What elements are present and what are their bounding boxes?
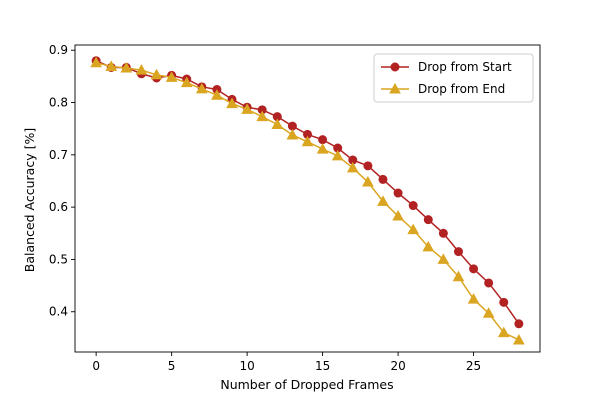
x-tick-label: 20	[390, 359, 405, 373]
data-point	[150, 68, 163, 80]
data-point	[392, 209, 404, 221]
data-point	[316, 143, 329, 154]
y-axis-title: Balanced Accuracy [%]	[22, 128, 37, 272]
data-point	[393, 188, 403, 198]
x-tick-label: 5	[168, 359, 176, 373]
data-point	[452, 270, 465, 282]
data-point	[407, 223, 420, 235]
data-point	[482, 307, 495, 318]
data-point	[513, 333, 525, 345]
axes-layer: 0 5 10 15 20 25 0.4 0.5 0.6 0.7 0.8 0.9	[49, 43, 541, 373]
data-point	[438, 228, 448, 238]
series-layer	[90, 56, 525, 345]
data-point	[453, 247, 463, 257]
series-line	[95, 62, 520, 341]
data-point	[318, 135, 328, 145]
data-point	[256, 110, 269, 122]
data-point	[90, 56, 102, 68]
axes-frame	[74, 44, 541, 353]
y-tick-label: 0.8	[49, 96, 68, 110]
x-tick-label: 0	[92, 359, 100, 373]
y-tick-label: 0.6	[49, 200, 68, 214]
data-point	[346, 161, 359, 173]
y-tick-label: 0.5	[49, 252, 68, 266]
data-point	[135, 64, 148, 75]
data-point	[105, 60, 118, 71]
legend: Drop from Start Drop from End	[373, 53, 534, 103]
data-point	[211, 89, 223, 100]
data-point	[362, 175, 374, 187]
data-point	[180, 76, 193, 88]
legend-label: Drop from Start	[418, 60, 512, 74]
data-point	[331, 149, 344, 161]
y-tick-label: 0.7	[49, 148, 68, 162]
data-point	[301, 135, 314, 147]
data-point	[286, 128, 299, 140]
x-tick-label: 25	[466, 359, 481, 373]
data-point	[120, 61, 133, 73]
data-point	[467, 293, 480, 304]
y-tick-label: 0.9	[49, 43, 68, 57]
x-tick-label: 10	[239, 359, 254, 373]
data-point	[514, 319, 524, 329]
data-point	[271, 118, 284, 129]
data-point	[422, 240, 435, 252]
data-point	[408, 201, 418, 211]
legend-marker	[390, 62, 400, 72]
legend-label: Drop from End	[418, 82, 505, 96]
data-point	[378, 174, 388, 184]
x-axis-title: Number of Dropped Frames	[220, 377, 393, 392]
legend-box	[373, 53, 534, 103]
data-point	[423, 215, 433, 225]
data-point	[226, 97, 238, 109]
legend-marker	[389, 82, 401, 94]
y-tick-label: 0.4	[49, 305, 68, 319]
data-point	[437, 253, 450, 264]
x-tick-label: 15	[315, 359, 330, 373]
data-point	[484, 278, 494, 288]
series-drop-from-end	[90, 56, 525, 345]
data-point	[497, 326, 510, 338]
data-point	[377, 195, 389, 206]
data-point	[241, 103, 253, 114]
data-point	[287, 121, 297, 131]
data-point	[363, 161, 373, 171]
data-point	[195, 82, 208, 94]
data-point	[469, 264, 479, 274]
data-point	[499, 297, 509, 307]
data-point	[165, 71, 178, 82]
